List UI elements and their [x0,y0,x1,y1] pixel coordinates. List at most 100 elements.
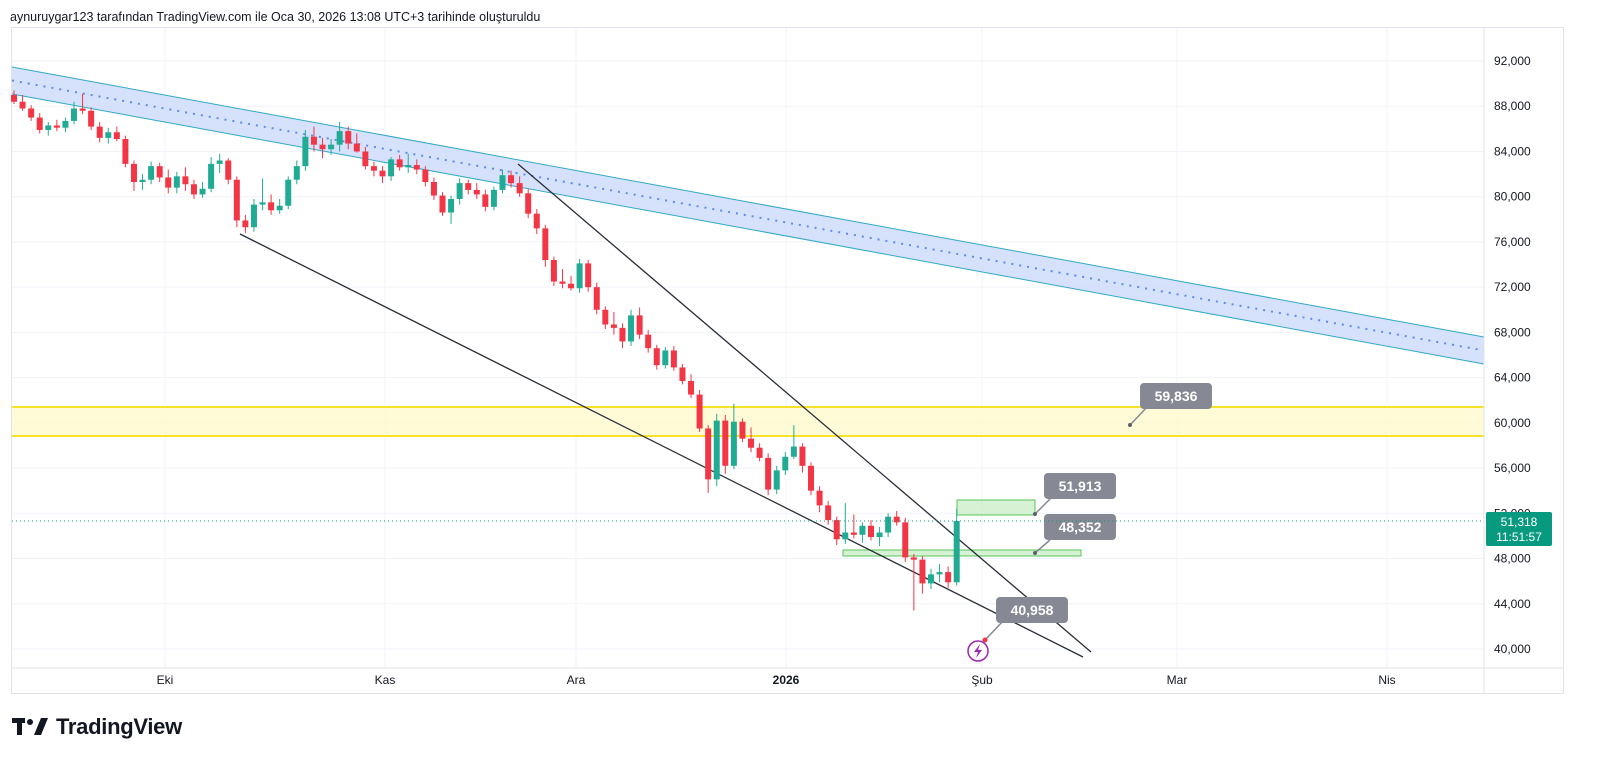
candle [533,209,540,235]
lightning-event-icon[interactable] [967,640,989,662]
candle-body [113,132,120,140]
candle [893,511,900,526]
candle [242,214,249,233]
candle-body [799,446,806,466]
candle-body [756,447,763,458]
callout-label-59836: 59,836 [1155,388,1198,404]
candle-body [722,420,729,466]
x-tick-label: Eki [157,673,174,687]
price-axis[interactable]: 92,000 88,000 84,000 80,000 76,000 72,000 68,0… [1483,28,1531,694]
candle [465,179,472,195]
channel-midline [11,79,1485,352]
candle-body [11,94,17,102]
candle-body [439,195,446,213]
candle-body [70,108,77,121]
candle-body [499,175,506,190]
candle [602,306,609,329]
descending-channel-band [12,67,1484,364]
candle-body [653,348,660,366]
candle [936,564,943,583]
y-tick-label: 56,000 [1494,461,1531,475]
y-tick-label: 72,000 [1494,280,1531,294]
brand[interactable]: TradingView [12,714,182,740]
candle [448,195,455,224]
candle [730,403,737,470]
candle-body [645,334,652,349]
candle [353,133,360,153]
callout-label-40958: 40,958 [1011,602,1054,618]
candle-body [156,166,163,178]
candle [422,166,429,187]
candle [670,345,677,371]
candle-body [139,179,146,182]
candle-body [293,166,300,180]
resistance-zone [12,407,1484,436]
candle [45,122,52,136]
candle-body [525,193,532,214]
candle [456,178,463,205]
time-axis[interactable]: Eki Kas Ara 2026 Şub Mar Nis [12,667,1564,687]
candle-body [208,163,215,189]
candle-body [328,144,335,150]
candle-body [688,381,695,395]
candle [293,160,300,185]
candle [336,122,343,152]
y-tick-label: 64,000 [1494,371,1531,385]
y-tick-label: 48,000 [1494,552,1531,566]
candle-body [559,281,566,284]
last-price-tag: 51,318 11:51:57 [1486,512,1552,546]
candle [208,157,215,193]
candle [190,179,197,199]
candle [927,568,934,590]
candle [593,282,600,315]
y-tick-label: 68,000 [1494,325,1531,339]
candle-body [242,220,249,228]
candle-body [542,228,549,261]
candle [619,323,626,349]
candle [233,176,240,228]
callout-40958: 40,958 [982,597,1068,643]
candle [413,159,420,175]
candle [379,166,386,184]
candle-body [336,131,343,145]
candle [885,513,892,538]
candle [199,181,206,198]
candle [516,176,523,197]
candle [139,174,146,190]
candle [722,414,729,474]
candle-body [62,120,69,128]
candle [696,390,703,432]
candle-body [679,367,686,382]
candle [370,161,377,177]
candle-body [730,421,737,466]
price-chart[interactable]: 59,836 51,913 48,352 40,958 92,000 88,000… [0,0,1600,700]
candle [636,307,643,340]
candle [88,107,95,130]
candle-body [936,572,943,575]
candle [645,330,652,353]
x-tick-label: Şub [971,673,993,687]
candle [405,153,412,173]
candle-body [448,198,455,213]
candle [773,465,780,495]
candle [868,520,874,541]
candle-body [910,557,917,560]
candle [653,344,660,370]
last-price-value: 51,318 [1501,515,1538,529]
callout-59836: 59,836 [1128,383,1212,427]
candle [36,113,43,134]
candle-body [122,139,129,164]
brand-name: TradingView [56,714,182,739]
candle [859,522,866,543]
candle-body [473,189,480,195]
candle-body [190,184,197,195]
candle-body [765,457,772,490]
candle [345,126,352,150]
candle-body [36,117,43,130]
candle-body [465,183,472,190]
candle [688,374,695,398]
candle-body [859,525,866,535]
candle [310,126,317,152]
candle-body [45,125,52,130]
drawing-overlays [11,66,1485,658]
